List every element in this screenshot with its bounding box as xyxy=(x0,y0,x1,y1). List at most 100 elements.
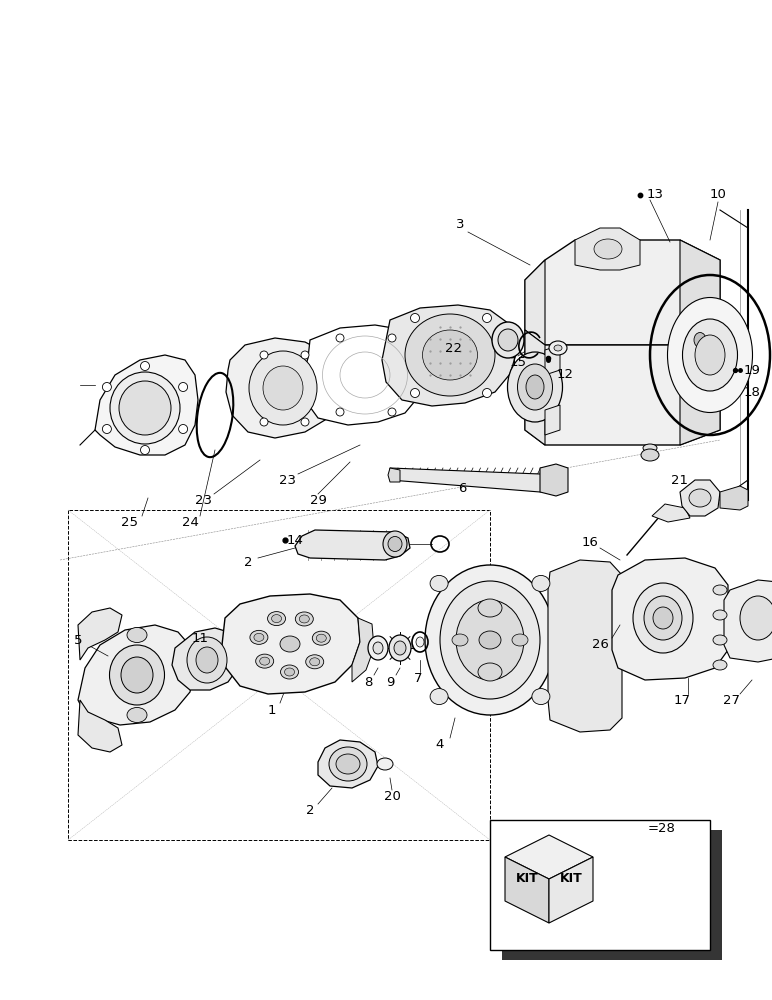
Polygon shape xyxy=(505,857,549,923)
Ellipse shape xyxy=(688,325,712,355)
Ellipse shape xyxy=(280,636,300,652)
Ellipse shape xyxy=(196,647,218,673)
Ellipse shape xyxy=(641,449,659,461)
Ellipse shape xyxy=(268,612,286,626)
Text: 23: 23 xyxy=(279,474,296,487)
Ellipse shape xyxy=(388,334,396,342)
Text: 2: 2 xyxy=(244,556,252,568)
Polygon shape xyxy=(545,345,560,375)
Text: 3: 3 xyxy=(455,219,464,232)
Ellipse shape xyxy=(336,334,344,342)
Ellipse shape xyxy=(329,747,367,781)
Ellipse shape xyxy=(178,382,188,391)
Ellipse shape xyxy=(482,388,492,397)
Polygon shape xyxy=(720,486,748,510)
Ellipse shape xyxy=(416,637,424,647)
Ellipse shape xyxy=(695,335,725,375)
Ellipse shape xyxy=(668,298,753,412)
Polygon shape xyxy=(525,260,545,345)
Ellipse shape xyxy=(532,575,550,591)
Ellipse shape xyxy=(306,655,323,669)
Text: 6: 6 xyxy=(458,482,466,494)
Ellipse shape xyxy=(694,332,706,348)
Ellipse shape xyxy=(127,628,147,643)
Text: KIT: KIT xyxy=(560,872,582,886)
Ellipse shape xyxy=(517,364,553,410)
Ellipse shape xyxy=(478,663,502,681)
Ellipse shape xyxy=(254,633,264,641)
Text: =28: =28 xyxy=(648,822,676,834)
FancyBboxPatch shape xyxy=(502,830,722,960)
Ellipse shape xyxy=(388,408,396,416)
Ellipse shape xyxy=(178,424,188,434)
Ellipse shape xyxy=(280,665,299,679)
Text: 14: 14 xyxy=(286,534,303,546)
Ellipse shape xyxy=(317,634,327,642)
Polygon shape xyxy=(78,625,195,725)
Ellipse shape xyxy=(482,314,492,322)
Text: 16: 16 xyxy=(581,536,598,548)
Ellipse shape xyxy=(653,607,673,629)
Ellipse shape xyxy=(422,330,478,380)
Ellipse shape xyxy=(256,654,274,668)
Polygon shape xyxy=(295,530,410,560)
Text: 7: 7 xyxy=(414,672,422,684)
Polygon shape xyxy=(545,405,560,435)
Ellipse shape xyxy=(388,536,402,552)
Polygon shape xyxy=(548,560,622,732)
Ellipse shape xyxy=(411,314,419,322)
Polygon shape xyxy=(612,558,728,680)
Polygon shape xyxy=(680,480,720,516)
Ellipse shape xyxy=(296,612,313,626)
Ellipse shape xyxy=(430,689,448,705)
Ellipse shape xyxy=(549,341,567,355)
Text: 17: 17 xyxy=(673,694,690,706)
Ellipse shape xyxy=(250,630,268,644)
Ellipse shape xyxy=(310,658,320,666)
Ellipse shape xyxy=(121,657,153,693)
Ellipse shape xyxy=(389,635,411,661)
Ellipse shape xyxy=(720,370,736,380)
Ellipse shape xyxy=(594,239,622,259)
Polygon shape xyxy=(318,740,378,788)
Ellipse shape xyxy=(492,322,524,358)
Ellipse shape xyxy=(507,352,563,422)
Text: 4: 4 xyxy=(436,738,444,752)
Ellipse shape xyxy=(127,708,147,722)
Ellipse shape xyxy=(259,657,269,665)
FancyBboxPatch shape xyxy=(490,820,710,950)
Ellipse shape xyxy=(405,314,495,396)
Text: 12: 12 xyxy=(557,368,574,381)
Polygon shape xyxy=(575,228,640,270)
Ellipse shape xyxy=(383,531,407,557)
Ellipse shape xyxy=(452,634,468,646)
Text: 5: 5 xyxy=(74,634,83,647)
Polygon shape xyxy=(549,857,593,923)
Ellipse shape xyxy=(713,660,727,670)
Ellipse shape xyxy=(643,444,657,452)
Ellipse shape xyxy=(373,642,383,654)
Ellipse shape xyxy=(103,424,111,434)
Polygon shape xyxy=(724,580,772,662)
Polygon shape xyxy=(78,608,122,660)
Ellipse shape xyxy=(301,351,309,359)
Text: 19: 19 xyxy=(743,363,760,376)
Polygon shape xyxy=(525,330,545,445)
Text: 24: 24 xyxy=(181,516,198,528)
Ellipse shape xyxy=(554,345,562,351)
Text: 27: 27 xyxy=(723,694,740,706)
Ellipse shape xyxy=(411,388,419,397)
Ellipse shape xyxy=(740,596,772,640)
Polygon shape xyxy=(226,338,340,438)
Ellipse shape xyxy=(119,381,171,435)
Ellipse shape xyxy=(110,645,164,705)
Text: 26: 26 xyxy=(591,639,608,652)
Polygon shape xyxy=(352,618,374,682)
Polygon shape xyxy=(390,468,555,492)
Polygon shape xyxy=(222,594,360,694)
Ellipse shape xyxy=(682,319,737,391)
Text: 10: 10 xyxy=(709,188,726,202)
Ellipse shape xyxy=(456,600,524,680)
Ellipse shape xyxy=(681,316,719,364)
Polygon shape xyxy=(388,468,400,482)
